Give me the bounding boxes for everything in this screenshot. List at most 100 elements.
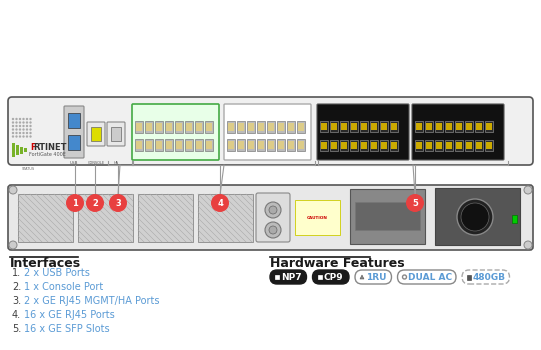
Circle shape [19,135,21,138]
Bar [467,275,471,280]
Bar [370,140,378,151]
FancyBboxPatch shape [64,106,84,158]
Bar [287,121,295,133]
Text: STATUS: STATUS [22,167,35,171]
Bar [205,139,213,151]
Bar [361,142,367,149]
Text: 1.: 1. [12,268,21,278]
Bar [341,123,347,130]
Bar [416,142,422,149]
Bar [175,121,183,133]
Bar [268,141,274,149]
Bar [360,140,368,151]
Bar [446,142,452,149]
FancyBboxPatch shape [355,270,392,284]
Text: DUAL AC: DUAL AC [408,273,452,281]
Circle shape [29,118,32,120]
Bar [196,123,202,131]
Bar [445,121,453,132]
Bar [156,141,162,149]
Circle shape [461,203,489,231]
Text: USB: USB [70,161,78,165]
Bar [331,142,337,149]
Bar [145,121,153,133]
Bar [466,142,472,149]
Bar [258,123,264,131]
Bar [185,139,193,151]
Bar [155,139,163,151]
Bar [476,142,482,149]
Bar [340,140,348,151]
Bar [24,148,27,152]
Bar [78,194,133,242]
Circle shape [22,121,25,124]
Bar [145,139,153,151]
Text: 2: 2 [92,198,98,208]
Circle shape [26,128,28,131]
Circle shape [66,194,84,212]
Bar [298,123,304,131]
Bar [456,123,462,130]
Bar [195,121,203,133]
Text: 3.: 3. [12,296,21,306]
Bar [371,142,377,149]
Bar [446,123,452,130]
Circle shape [29,128,32,131]
Bar [355,202,420,230]
FancyBboxPatch shape [256,193,290,242]
FancyBboxPatch shape [8,97,533,165]
Bar [138,194,193,242]
Bar [267,121,275,133]
Bar [257,139,265,151]
Bar [436,142,442,149]
Text: 4.: 4. [12,310,21,320]
Bar [320,140,328,151]
Bar [195,139,203,151]
Bar [435,188,520,245]
Text: RTINET: RTINET [33,144,67,153]
Bar [426,123,432,130]
Bar [288,123,294,131]
Bar [436,123,442,130]
Bar [237,139,245,151]
Circle shape [19,118,21,120]
Bar [155,121,163,133]
Bar [247,121,255,133]
Bar [228,123,234,131]
Bar [298,141,304,149]
Text: CONSOLE: CONSOLE [88,161,104,165]
Bar [136,141,142,149]
Bar [175,139,183,151]
Bar [466,123,472,130]
Circle shape [19,121,21,124]
Bar [485,140,493,151]
Bar [350,140,358,151]
Bar [465,140,473,151]
Bar [318,275,321,279]
FancyBboxPatch shape [87,122,105,146]
Bar [91,127,101,141]
Text: 5: 5 [412,198,418,208]
Bar [136,123,142,131]
Bar [196,141,202,149]
Text: 3: 3 [115,198,121,208]
Text: 480GB: 480GB [472,273,505,281]
Bar [350,121,358,132]
Bar [146,123,152,131]
Bar [205,121,213,133]
Bar [176,123,182,131]
Bar [415,140,423,151]
Circle shape [26,118,28,120]
Circle shape [9,186,17,194]
Bar [415,121,423,132]
Circle shape [211,194,229,212]
Bar [278,123,284,131]
Bar [330,121,338,132]
Bar [206,141,212,149]
Text: 2.: 2. [12,282,21,292]
Bar [435,140,443,151]
Circle shape [26,121,28,124]
Bar [361,123,367,130]
Bar [486,123,492,130]
Bar [351,142,357,149]
